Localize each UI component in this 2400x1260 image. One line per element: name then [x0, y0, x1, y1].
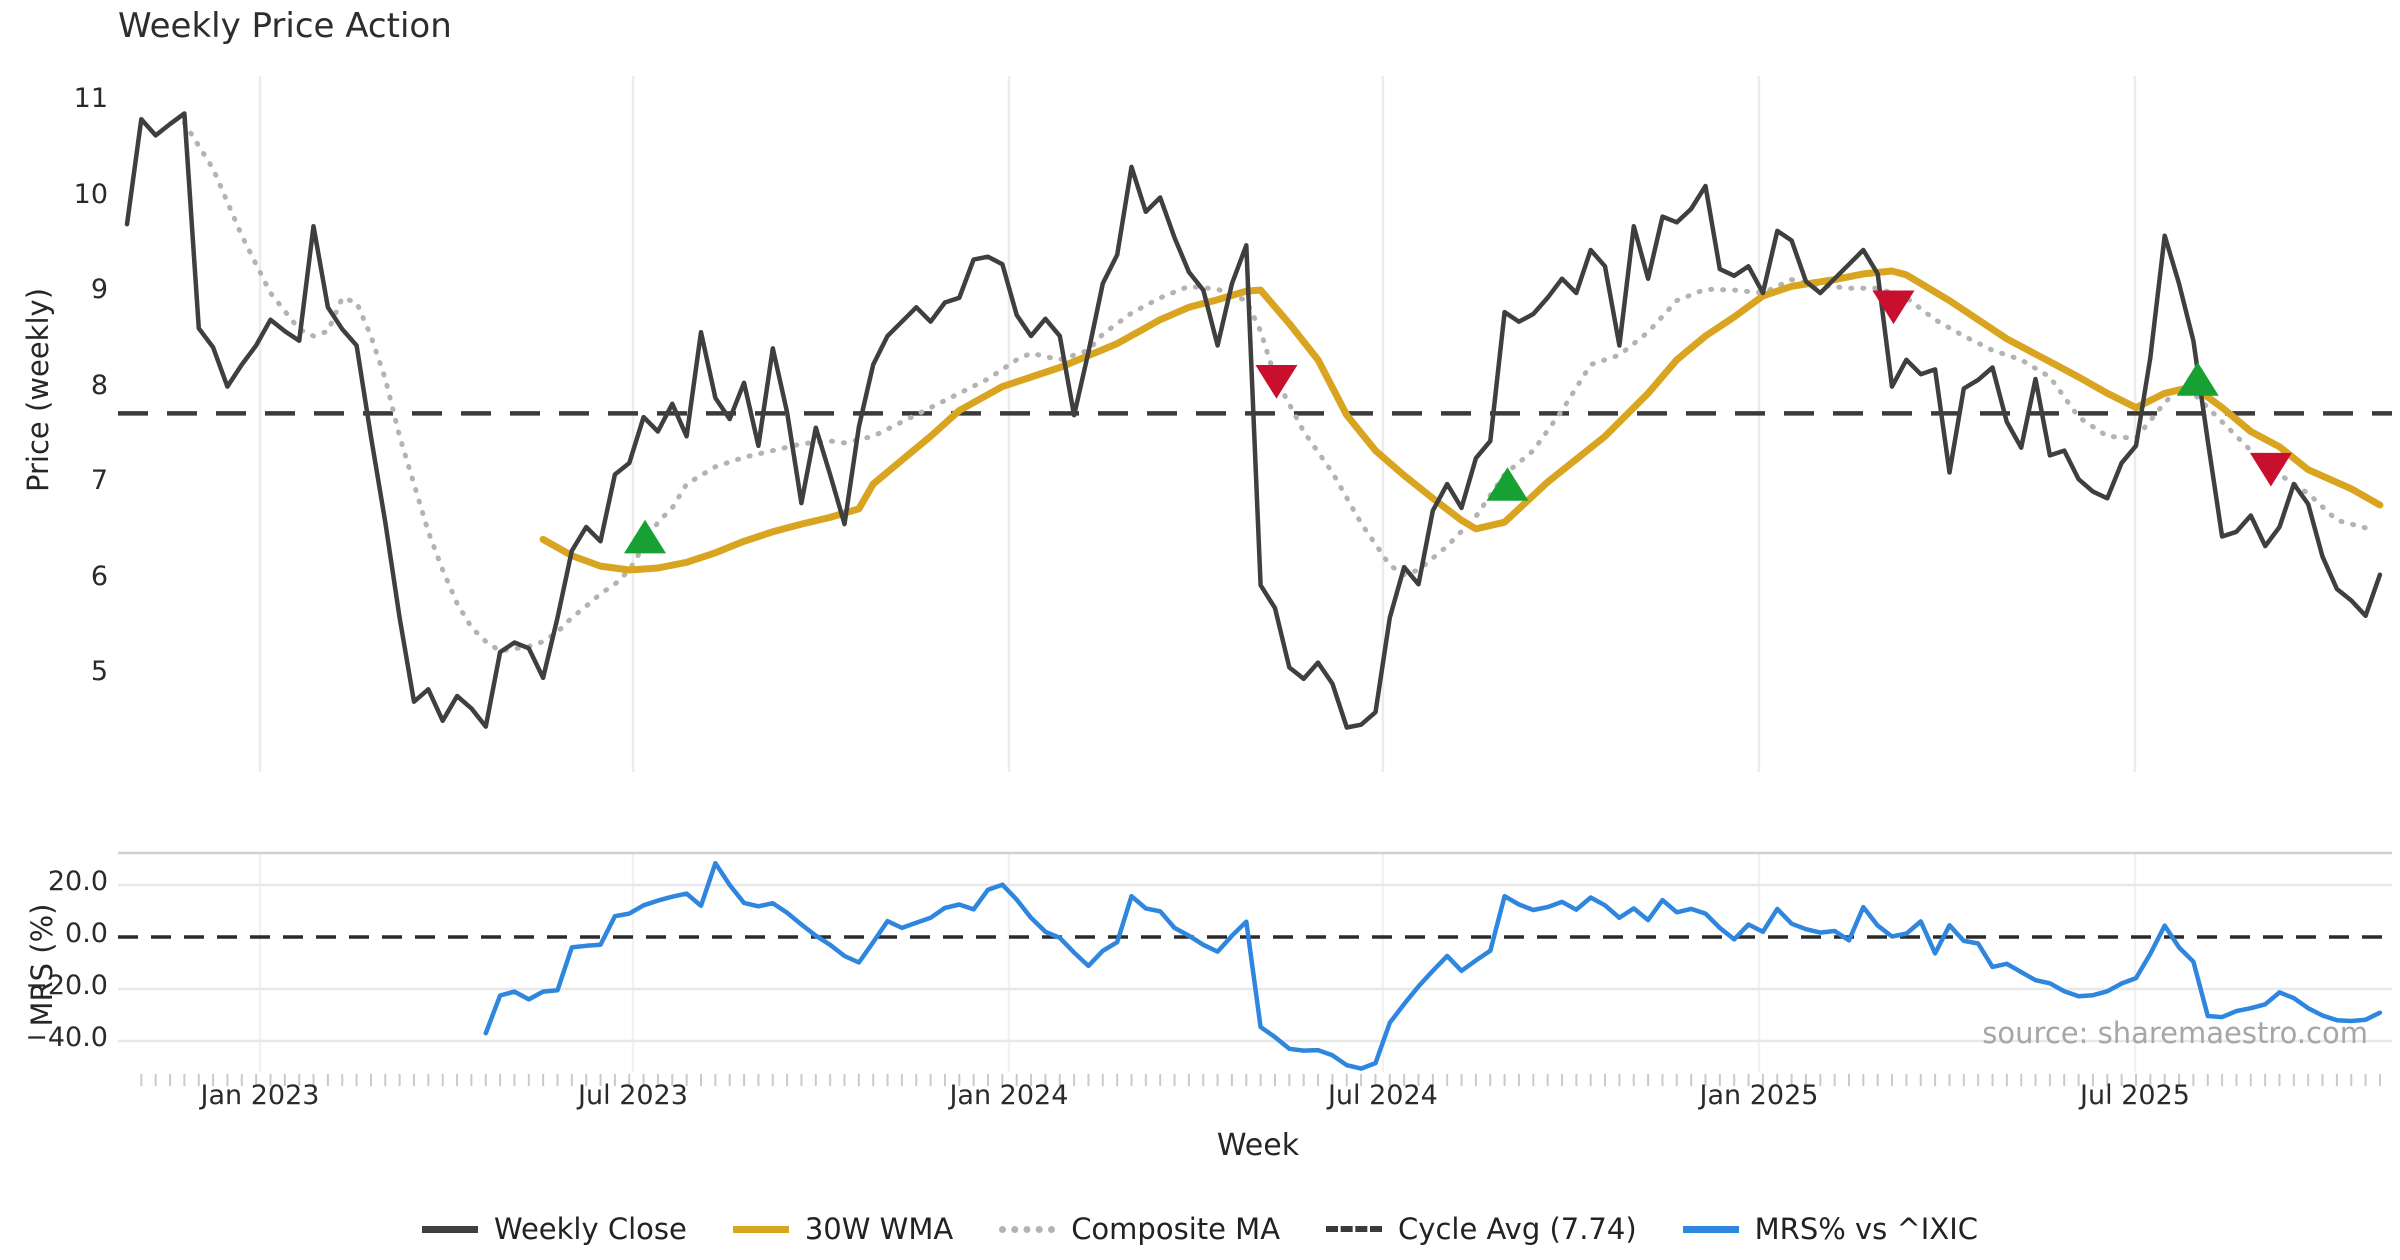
legend-label: Weekly Close: [493, 1212, 687, 1246]
legend-label: 30W WMA: [804, 1212, 954, 1246]
price-ytick-6: 6: [90, 560, 108, 592]
price-ytick-7: 7: [90, 465, 108, 496]
mrs-ytick-0: 0.0: [65, 918, 108, 949]
legend-label: MRS% vs ^IXIC: [1754, 1212, 1979, 1246]
legend-swatch: [1682, 1225, 1739, 1233]
xtick-jul-2024: Jul 2024: [1327, 1080, 1438, 1111]
legend-swatch: [421, 1225, 478, 1233]
price-ytick-5: 5: [90, 656, 108, 687]
source-watermark: source: sharemaestro.com: [1982, 1016, 2368, 1050]
sell-signal-marker: [1872, 290, 1915, 325]
legend-item-cycle-avg-7-74-: Cycle Avg (7.74): [1326, 1212, 1637, 1246]
legend-label: Composite MA: [1071, 1212, 1281, 1246]
price-ytick-8: 8: [90, 369, 108, 401]
buy-signal-marker: [624, 519, 667, 554]
price-ytick-11: 11: [73, 83, 108, 114]
sell-signal-marker: [1255, 365, 1298, 399]
price-ytick-9: 9: [90, 274, 108, 305]
legend-swatch: [1326, 1226, 1383, 1232]
buy-signal-marker: [2176, 362, 2219, 396]
legend-item-30w-wma: 30W WMA: [732, 1212, 954, 1246]
mrs-ytick-20: 20.0: [47, 866, 108, 897]
mrs-ytick--40: −40.0: [25, 1022, 108, 1053]
buy-signal-marker: [1486, 467, 1529, 501]
xtick-jan-2025: Jan 2025: [1699, 1080, 1819, 1111]
xtick-jul-2025: Jul 2025: [2080, 1080, 2190, 1111]
xtick-jan-2023: Jan 2023: [200, 1080, 320, 1111]
legend-item-weekly-close: Weekly Close: [421, 1212, 687, 1246]
mrs-ytick--20: −20.0: [25, 970, 108, 1001]
legend-swatch: [999, 1225, 1056, 1233]
sell-signal-marker: [2249, 452, 2292, 487]
x-axis-title: Week: [1216, 1128, 1300, 1163]
legend-item-composite-ma: Composite MA: [999, 1212, 1280, 1246]
xtick-jul-2023: Jul 2023: [578, 1080, 688, 1111]
legend-swatch: [732, 1225, 789, 1233]
page-title: Weekly Price Action: [118, 6, 452, 46]
legend-label: Cycle Avg (7.74): [1398, 1212, 1637, 1246]
xtick-jan-2024: Jan 2024: [949, 1080, 1069, 1111]
legend: Weekly Close 30W WMA Composite MA Cycle Avg…: [0, 1205, 2400, 1253]
price-ytick-10: 10: [73, 178, 108, 210]
legend-item-mrs-vs-ixic: MRS% vs ^IXIC: [1682, 1212, 1979, 1246]
